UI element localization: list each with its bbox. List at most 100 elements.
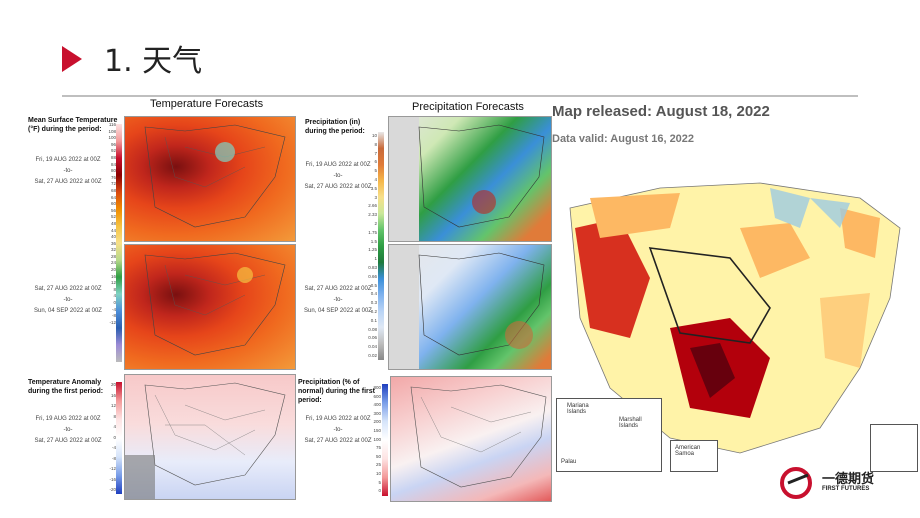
temp-tick-22: 20 <box>110 267 116 273</box>
precip-normal-side-label: Precipitation (% of normal) during the f… <box>298 379 375 404</box>
temperature-map-period1 <box>124 116 296 242</box>
anom-tick-1: 16 <box>110 392 116 398</box>
anom-tick-6: -4 <box>111 445 116 450</box>
pn-tick-2: 400 <box>373 402 381 408</box>
prec-tick-25: 0.02 <box>368 352 377 358</box>
temp-tick-25: 8 <box>113 286 116 292</box>
drought-released: Map released: August 18, 2022 <box>552 103 770 120</box>
prec-tick-10: 2 <box>374 220 377 226</box>
temp-tick-28: -4 <box>111 306 116 312</box>
title-divider <box>62 95 858 97</box>
temp-tick-17: 40 <box>110 234 116 240</box>
temp-tick-10: 68 <box>110 187 116 193</box>
temp-tick-12: 60 <box>110 201 116 207</box>
temp-tick-20: 28 <box>110 253 116 259</box>
prec-tick-12: 1.5 <box>370 238 377 244</box>
anomaly-side-label: Temperature Anomaly during the first per… <box>28 379 104 395</box>
temp-tick-14: 52 <box>110 214 116 220</box>
temp-tick-21: 24 <box>110 260 116 266</box>
pn-tick-7: 75 <box>375 445 381 451</box>
precipitation-period2: Sat, 27 AUG 2022 at 00Z -to- Sun, 04 SEP 2… <box>304 286 372 314</box>
precip-normal-legend-ticks: 800 600 400 300 200 150 100 75 50 25 10 5 0 <box>366 384 381 496</box>
temperature-side-label: Mean Surface Temperature (°F) during the… <box>28 117 118 133</box>
pn-tick-10: 10 <box>375 470 381 476</box>
temperature-legend <box>116 124 122 362</box>
logo-cn: 一德期货 <box>822 472 875 487</box>
anom-tick-10: -20 <box>109 487 116 492</box>
drought-inset-samoa: American Samoa <box>670 440 718 472</box>
precip-normal-legend <box>382 384 388 496</box>
pn-tick-8: 50 <box>375 453 381 459</box>
drought-inset-legend <box>870 424 918 472</box>
precipitation-heading: Precipitation Forecasts <box>412 101 524 113</box>
precip-normal-map <box>390 376 552 502</box>
anom-tick-7: -8 <box>111 455 116 461</box>
precipitation-legend <box>378 132 384 360</box>
anomaly-legend <box>116 382 122 494</box>
temp-tick-24: 12 <box>110 280 116 286</box>
anom-tick-8: -12 <box>109 466 116 471</box>
anom-tick-0: 20 <box>110 382 116 387</box>
logo-icon <box>780 467 812 499</box>
drought-valid: Data valid: August 16, 2022 <box>552 133 695 145</box>
temp-tick-23: 16 <box>110 273 116 279</box>
prec-tick-17: 0.5 <box>370 282 377 288</box>
prec-tick-24: 0.04 <box>368 344 377 350</box>
temp-tick-1: 108 <box>108 128 116 134</box>
anomaly-period: Fri, 19 AUG 2022 at 00Z -to- Sat, 27 AUG 2… <box>34 416 102 444</box>
company-logo: 一德期货 FIRST FUTURES <box>778 466 874 504</box>
temperature-legend-ticks: 116 108 100 96 92 88 84 80 76 72 68 64 60 56 52 48 44 40 3… <box>106 122 116 326</box>
temp-tick-19: 32 <box>110 247 116 253</box>
prec-tick-20: 0.2 <box>370 308 377 314</box>
logo-en: FIRST FUTURES <box>822 486 870 492</box>
pn-tick-11: 5 <box>378 479 381 485</box>
temp-tick-15: 48 <box>110 220 116 226</box>
prec-tick-23: 0.06 <box>368 335 377 341</box>
precip-normal-period: Fri, 19 AUG 2022 at 00Z -to- Sat, 27 AUG 2… <box>304 416 372 444</box>
temp-tick-26: 4 <box>113 293 116 299</box>
prec-tick-16: 0.66 <box>368 273 377 279</box>
anomaly-legend-ticks: 20 16 12 8 4 0 -4 -8 -12 -16 -20 <box>104 380 116 496</box>
pn-tick-0: 800 <box>373 385 381 390</box>
temp-tick-4: 92 <box>110 148 116 154</box>
drought-inset-pacific: Mariana Islands Marshall Islands Palau <box>556 398 662 472</box>
temperature-heading: Temperature Forecasts <box>150 98 264 110</box>
pn-tick-4: 200 <box>373 419 381 425</box>
prec-tick-18: 0.4 <box>370 291 377 297</box>
temp-tick-3: 96 <box>110 141 116 147</box>
anom-tick-5: 0 <box>113 434 116 440</box>
anom-tick-3: 8 <box>113 413 116 419</box>
temperature-period1: Fri, 19 AUG 2022 at 00Z -to- Sat, 27 AUG 2… <box>34 157 102 185</box>
prec-tick-4: 5 <box>374 168 377 174</box>
temperature-period2: Sat, 27 AUG 2022 at 00Z -to- Sun, 04 SEP 2… <box>34 286 102 314</box>
pn-tick-6: 100 <box>373 436 381 442</box>
anom-tick-9: -16 <box>109 476 116 482</box>
prec-tick-6: 3.5 <box>370 185 377 191</box>
prec-tick-19: 0.3 <box>370 300 377 306</box>
temp-tick-16: 44 <box>110 227 116 233</box>
prec-tick-22: 0.08 <box>368 326 377 332</box>
precipitation-period1: Fri, 19 AUG 2022 at 00Z -to- Sat, 27 AUG 2… <box>304 162 372 190</box>
temp-tick-8: 76 <box>110 174 116 180</box>
prec-tick-5: 4 <box>374 176 377 182</box>
prec-tick-21: 0.1 <box>370 317 377 323</box>
prec-tick-9: 2.33 <box>368 212 377 218</box>
precipitation-map-period1 <box>388 116 552 242</box>
slide-title: 1. 天气 <box>104 44 203 79</box>
precipitation-map-period2 <box>388 244 552 370</box>
temp-tick-5: 88 <box>110 154 116 160</box>
title-marker-icon <box>62 46 82 72</box>
prec-tick-15: 0.83 <box>368 264 377 270</box>
anom-tick-4: 4 <box>113 424 116 429</box>
pn-tick-3: 300 <box>373 410 381 416</box>
pn-tick-5: 150 <box>373 427 381 433</box>
temp-tick-2: 100 <box>108 135 116 141</box>
temp-tick-30: -12 <box>109 319 116 325</box>
pn-tick-12: 0 <box>378 488 381 494</box>
prec-tick-8: 2.66 <box>368 203 377 209</box>
temp-tick-9: 72 <box>110 181 116 187</box>
temp-tick-11: 64 <box>110 194 116 200</box>
anomaly-map <box>124 374 296 500</box>
precipitation-side-label: Precipitation (in) during the period: <box>305 119 365 135</box>
temp-tick-0: 116 <box>108 122 116 127</box>
